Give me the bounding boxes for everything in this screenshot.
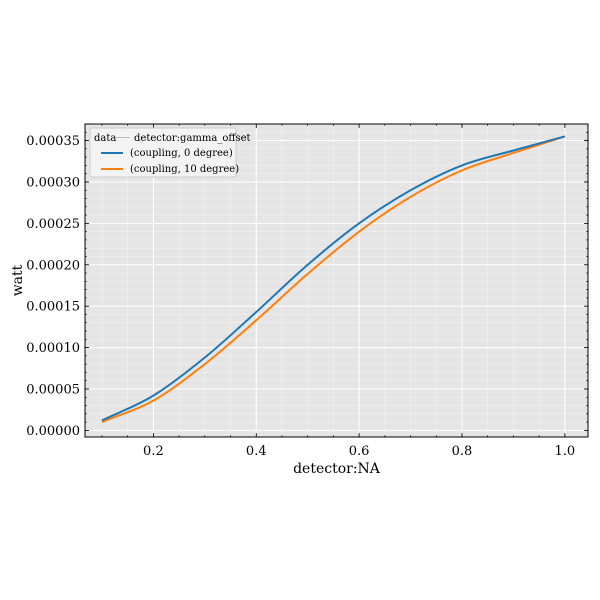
chart: 0.2 0.4 0.6 0.8 1.0 0.000000.000050.000100.0… <box>10 123 589 477</box>
x-tick-label: 0.8 <box>452 444 473 459</box>
y-tick-label: 0.00005 <box>26 382 80 397</box>
series-line-coupling-10 <box>101 135 566 424</box>
y-axis-label: watt <box>10 264 26 296</box>
y-tick-label: 0.00010 <box>26 341 80 356</box>
series-line-coupling-0 <box>101 135 566 422</box>
x-tick-label: 1.0 <box>555 444 576 459</box>
x-tick-label: 0.4 <box>246 444 267 459</box>
legend: data detector:gamma_offset (coupling, 0 … <box>89 127 251 178</box>
legend-label-coupling-0: (coupling, 0 degree) <box>130 148 233 159</box>
axis-ticks <box>85 124 588 437</box>
y-tick-label: 0.00020 <box>26 258 80 273</box>
y-tick-label: 0.00025 <box>26 217 80 232</box>
y-tick-labels: 0.00000 0.00005 0.00010 0.00015 0.00020 0.000… <box>26 134 80 439</box>
y-tick-label: 0.00015 <box>26 300 80 315</box>
legend-label-coupling-10: (coupling, 10 degree) <box>130 164 239 175</box>
legend-title-left: data <box>94 133 116 144</box>
y-tick-label: 0.00000 <box>26 424 80 439</box>
y-tick-label: 0.00035 <box>26 134 80 149</box>
x-tick-label: 0.6 <box>349 444 370 459</box>
plot-frame <box>84 123 589 438</box>
legend-box <box>89 127 237 178</box>
x-tick-labels: 0.2 0.4 0.6 0.8 1.0 <box>143 444 575 459</box>
legend-title-right: detector:gamma_offset <box>134 133 251 144</box>
x-tick-label: 0.2 <box>143 444 164 459</box>
x-axis-label: detector:NA <box>293 461 381 477</box>
y-tick-label: 0.00030 <box>26 175 80 190</box>
series-lines <box>101 135 566 424</box>
